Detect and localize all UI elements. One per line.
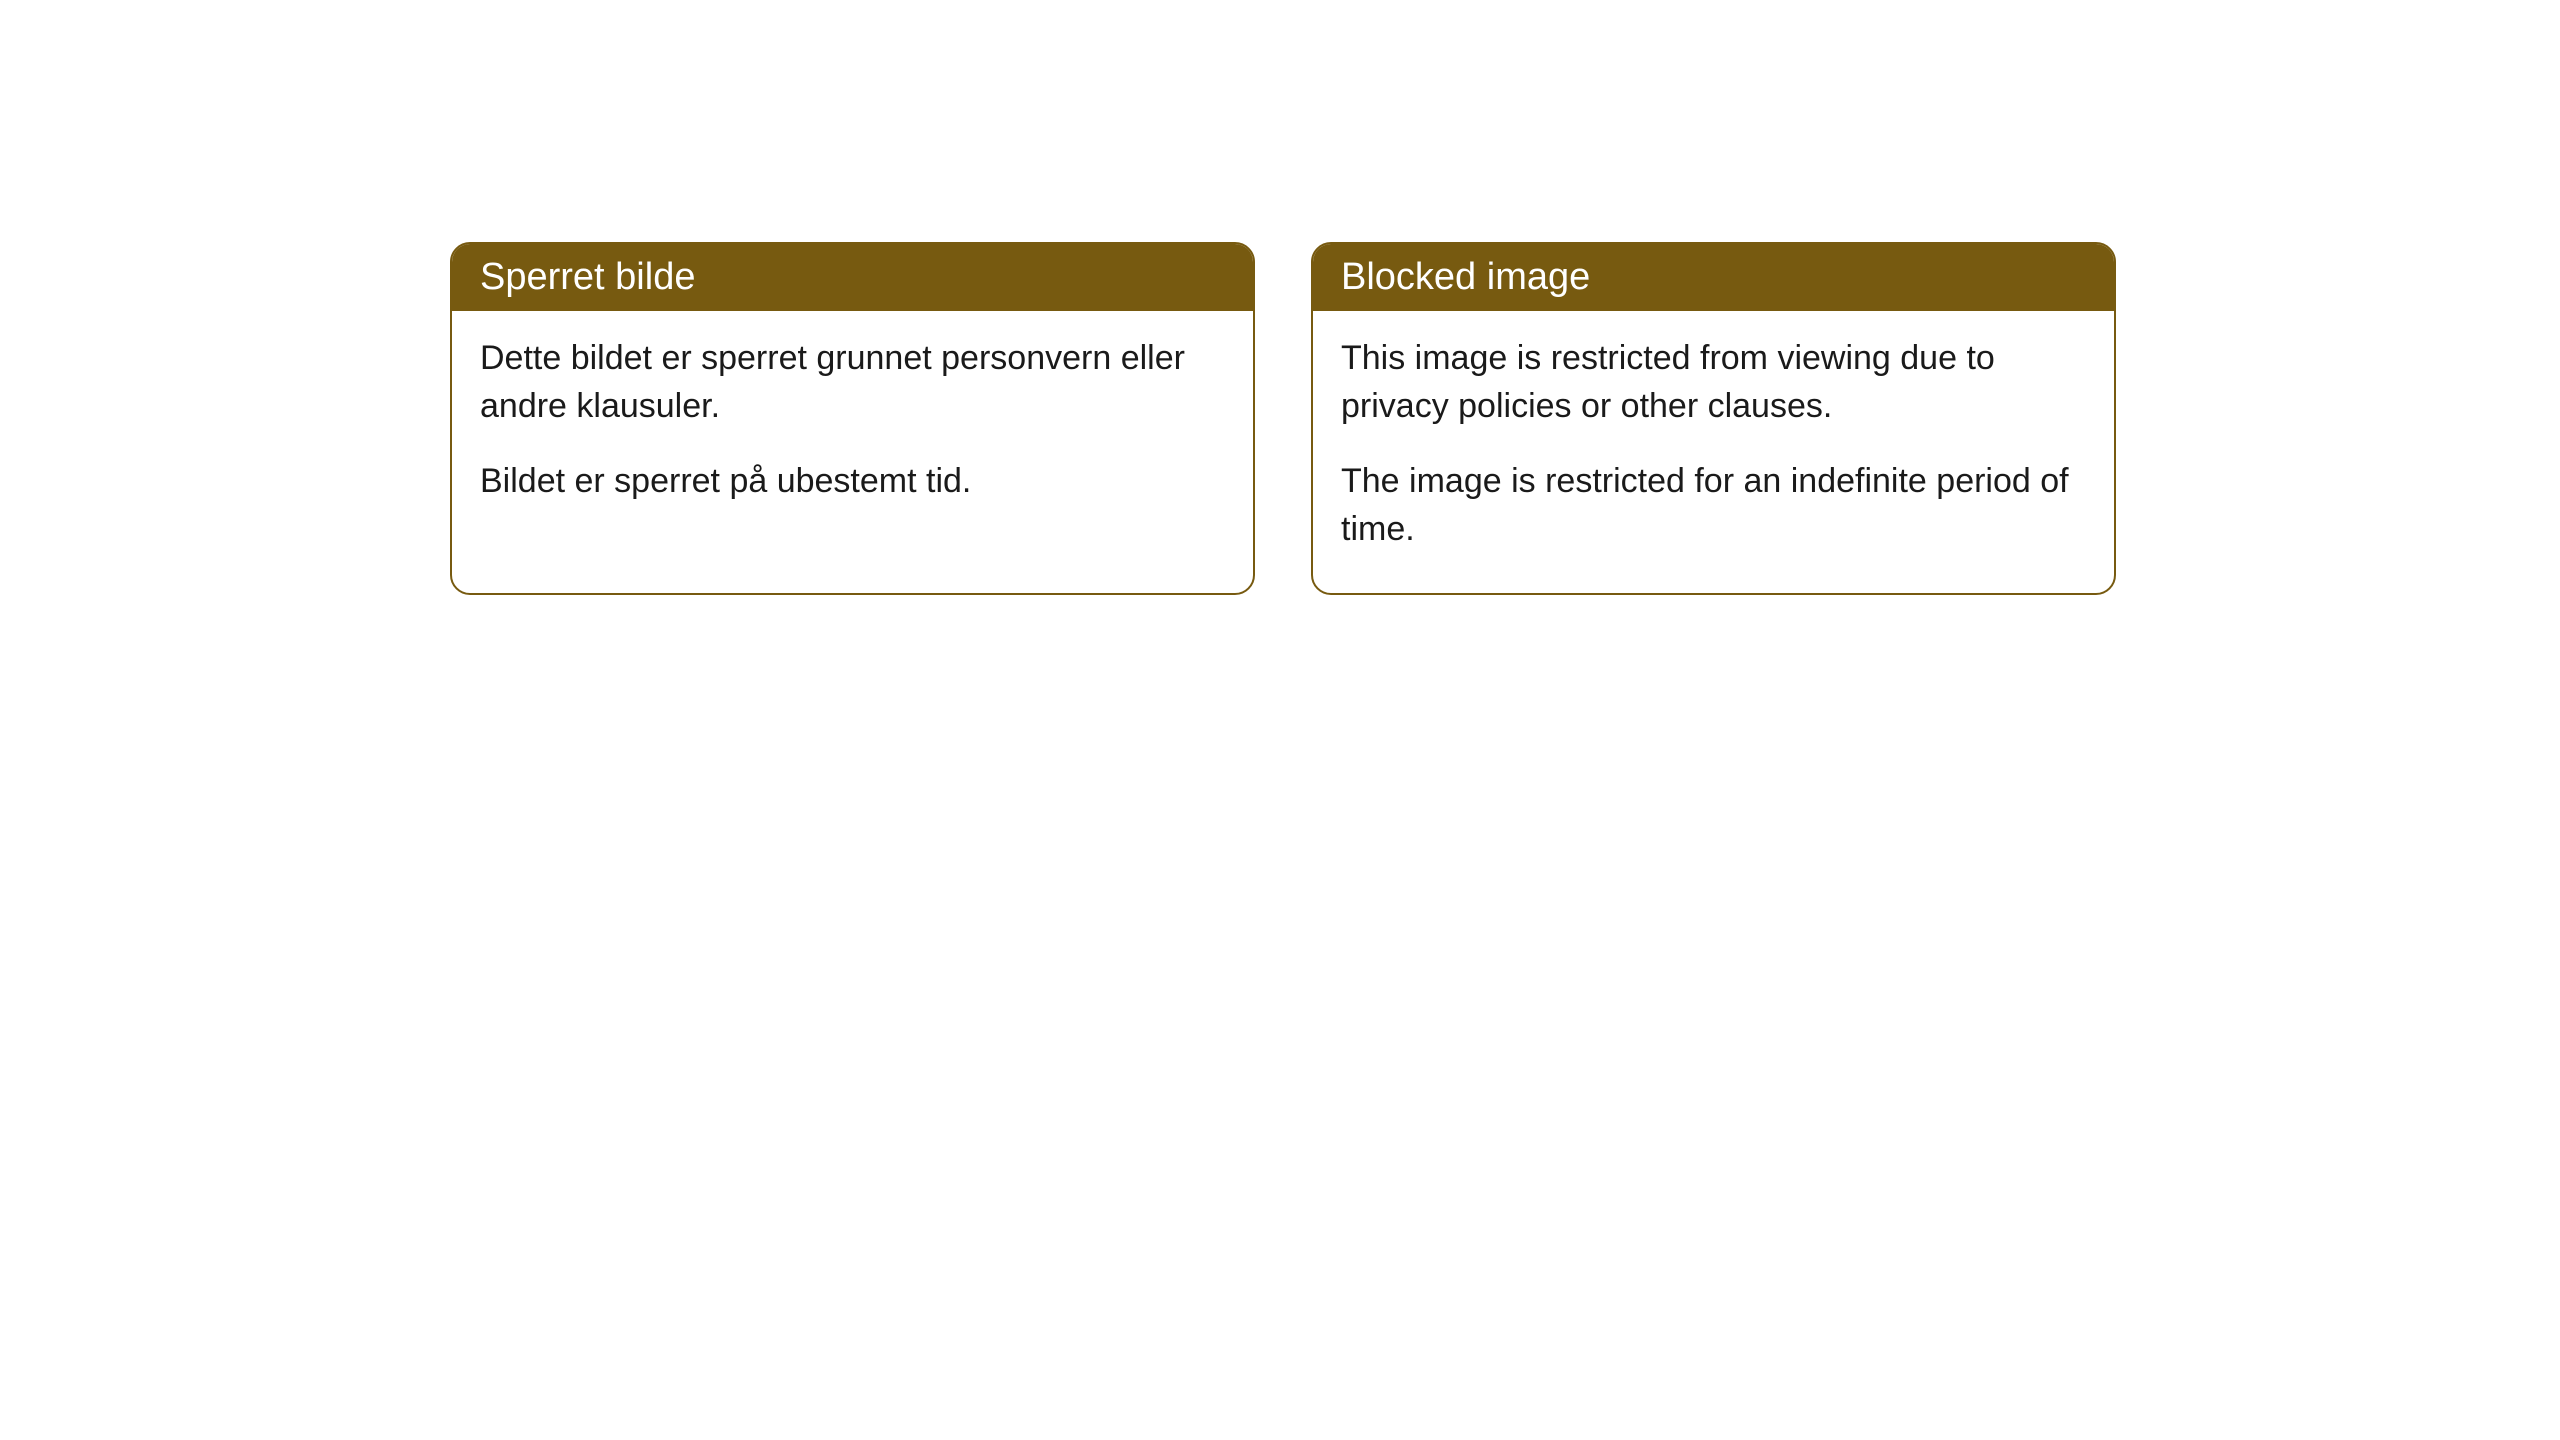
- blocked-image-card-norwegian: Sperret bilde Dette bildet er sperret gr…: [450, 242, 1255, 595]
- card-header: Sperret bilde: [452, 244, 1253, 311]
- card-header: Blocked image: [1313, 244, 2114, 311]
- card-text-paragraph: Dette bildet er sperret grunnet personve…: [480, 335, 1225, 430]
- card-text-paragraph: Bildet er sperret på ubestemt tid.: [480, 458, 1225, 506]
- card-text-paragraph: The image is restricted for an indefinit…: [1341, 458, 2086, 553]
- card-body: Dette bildet er sperret grunnet personve…: [452, 311, 1253, 546]
- card-text-paragraph: This image is restricted from viewing du…: [1341, 335, 2086, 430]
- cards-container: Sperret bilde Dette bildet er sperret gr…: [450, 242, 2116, 595]
- card-body: This image is restricted from viewing du…: [1313, 311, 2114, 593]
- blocked-image-card-english: Blocked image This image is restricted f…: [1311, 242, 2116, 595]
